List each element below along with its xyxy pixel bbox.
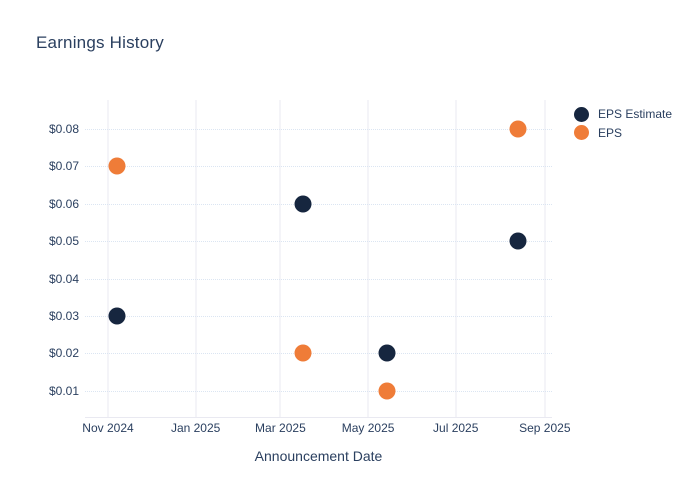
gridline-vertical bbox=[279, 100, 281, 417]
data-point-eps[interactable] bbox=[509, 120, 526, 138]
y-tick-label: $0.07 bbox=[48, 159, 79, 174]
y-tick-label: $0.05 bbox=[48, 234, 79, 249]
y-tick-label: $0.08 bbox=[48, 121, 79, 136]
data-point-eps[interactable] bbox=[294, 344, 312, 362]
gridline-vertical bbox=[455, 100, 457, 417]
gridline-horizontal bbox=[85, 241, 552, 243]
y-tick-label: $0.02 bbox=[48, 346, 79, 361]
gridline-horizontal bbox=[85, 166, 552, 168]
x-tick-label: Nov 2024 bbox=[82, 421, 134, 435]
legend-label: EPS bbox=[598, 125, 623, 140]
x-axis-tick-labels: Nov 2024 Jan 2025 Mar 2025 May 2025 Jul 2025… bbox=[82, 421, 570, 437]
x-tick-label: Mar 2025 bbox=[255, 421, 306, 435]
x-tick-label: Sep 2025 bbox=[519, 421, 571, 435]
gridline-vertical bbox=[544, 100, 546, 417]
gridline-horizontal bbox=[85, 390, 552, 392]
data-point-eps-estimate[interactable] bbox=[294, 195, 312, 213]
gridline-horizontal bbox=[85, 353, 552, 355]
data-point-eps-estimate[interactable] bbox=[509, 232, 526, 250]
chart-title: Earnings History bbox=[36, 33, 164, 52]
y-tick-label: $0.01 bbox=[48, 383, 79, 398]
gridline-horizontal bbox=[85, 278, 552, 280]
x-axis-title: Announcement Date bbox=[254, 448, 383, 464]
x-tick-label: May 2025 bbox=[341, 421, 395, 435]
x-tick-label: Jul 2025 bbox=[433, 421, 479, 435]
gridline-vertical bbox=[107, 100, 109, 417]
data-point-eps-estimate[interactable] bbox=[378, 344, 396, 362]
y-tick-label: $0.06 bbox=[48, 196, 79, 211]
x-tick-label: Jan 2025 bbox=[170, 421, 221, 435]
gridline-horizontal bbox=[85, 128, 552, 130]
plot-area[interactable] bbox=[85, 100, 552, 418]
gridline-horizontal bbox=[85, 203, 552, 205]
data-point-eps[interactable] bbox=[108, 157, 126, 175]
legend-marker-icon bbox=[574, 106, 589, 122]
gridline-horizontal bbox=[85, 315, 552, 317]
y-axis-tick-labels: $0.01 $0.02 $0.03 $0.04 $0.05 $0.06 $0.07 $0.08 bbox=[0, 100, 79, 417]
y-tick-label: $0.04 bbox=[48, 271, 79, 286]
legend-label: EPS Estimate bbox=[598, 107, 673, 122]
gridline-vertical bbox=[195, 100, 197, 417]
data-point-eps-estimate[interactable] bbox=[108, 307, 126, 325]
y-tick-label: $0.03 bbox=[48, 308, 79, 323]
legend-item-eps[interactable]: EPS bbox=[574, 124, 672, 143]
legend-item-eps-estimate[interactable]: EPS Estimate bbox=[574, 105, 672, 124]
data-point-eps[interactable] bbox=[378, 382, 396, 400]
legend-marker-icon bbox=[574, 125, 589, 141]
gridline-vertical bbox=[367, 100, 369, 417]
legend: EPS Estimate EPS bbox=[574, 105, 672, 142]
